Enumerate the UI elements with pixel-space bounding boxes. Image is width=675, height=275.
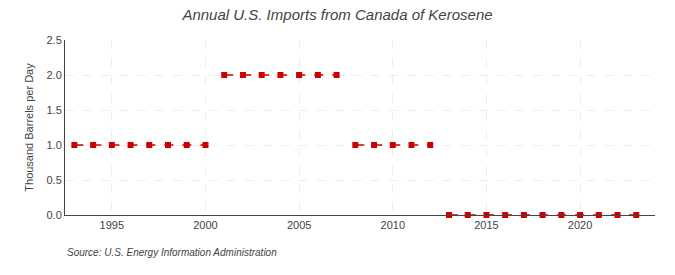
svg-text:2020: 2020: [568, 219, 592, 231]
svg-text:1.0: 1.0: [47, 139, 62, 151]
svg-text:2.5: 2.5: [47, 34, 62, 46]
svg-text:2015: 2015: [474, 219, 498, 231]
svg-text:2000: 2000: [193, 219, 217, 231]
svg-text:1.5: 1.5: [47, 104, 62, 116]
svg-text:Thousand Barrels per Day: Thousand Barrels per Day: [23, 63, 35, 192]
svg-text:1995: 1995: [100, 219, 124, 231]
svg-text:Source: U.S. Energy Informatio: Source: U.S. Energy Information Administ…: [67, 247, 277, 258]
svg-text:0.5: 0.5: [47, 174, 62, 186]
svg-text:2010: 2010: [381, 219, 405, 231]
svg-text:2005: 2005: [287, 219, 311, 231]
svg-text:2.0: 2.0: [47, 69, 62, 81]
svg-text:Annual U.S. Imports from Canad: Annual U.S. Imports from Canada of Keros…: [181, 6, 492, 23]
svg-text:0.0: 0.0: [47, 209, 62, 221]
